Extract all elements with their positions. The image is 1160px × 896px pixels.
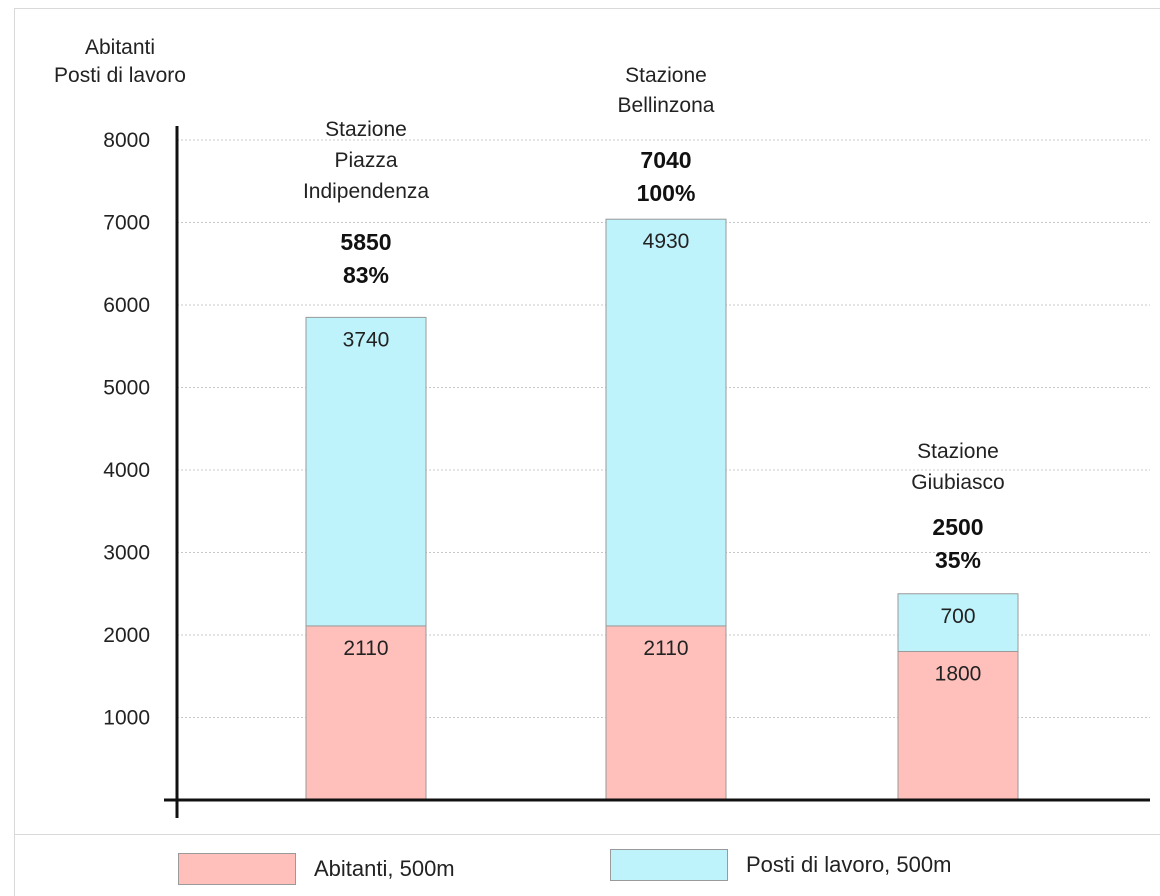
data-label: 3740 <box>343 328 390 351</box>
y-tick-label: 8000 <box>103 129 150 152</box>
y-tick-label: 6000 <box>103 294 150 317</box>
bar-segment <box>605 625 727 801</box>
percent-label: 83% <box>343 262 389 288</box>
category-label: Giubiasco <box>911 471 1004 494</box>
y-tick-label: 1000 <box>103 707 150 730</box>
data-label: 1800 <box>935 663 982 686</box>
y-tick-label: 3000 <box>103 542 150 565</box>
category-label: Stazione <box>625 64 707 87</box>
legend-swatch-posti-di-lavoro <box>610 849 728 881</box>
legend-item-posti-di-lavoro: Posti di lavoro, 500m <box>610 848 951 882</box>
chart-plot: Abitanti Posti di lavoro 1000 2000 3000 400… <box>54 36 1150 818</box>
percent-label: 35% <box>935 547 981 573</box>
total-label: 2500 <box>932 514 983 540</box>
category-label: Stazione <box>917 440 999 463</box>
legend-swatch-abitanti <box>178 853 296 885</box>
y-axis-label-line-2: Posti di lavoro <box>54 64 186 87</box>
category-label: Stazione <box>325 118 407 141</box>
legend-item-abitanti: Abitanti, 500m <box>178 852 455 886</box>
legend-label-posti-di-lavoro: Posti di lavoro, 500m <box>746 852 952 877</box>
y-tick-label: 7000 <box>103 212 150 235</box>
y-tick-label: 5000 <box>103 377 150 400</box>
data-label: 2110 <box>643 637 688 660</box>
chart-frame <box>14 8 1160 896</box>
legend-separator <box>14 834 1160 835</box>
total-label: 7040 <box>640 147 691 173</box>
legend-label-abitanti: Abitanti, 500m <box>314 856 455 881</box>
data-label: 2110 <box>343 637 388 660</box>
total-label: 5850 <box>340 229 391 255</box>
data-label: 700 <box>940 605 975 628</box>
category-label: Piazza <box>334 149 397 172</box>
bar-segment <box>305 625 427 801</box>
bar-segment <box>897 593 1019 652</box>
bar-segment <box>605 218 727 627</box>
bar-segment <box>305 316 427 627</box>
percent-label: 100% <box>637 180 696 206</box>
category-label: Indipendenza <box>303 180 429 203</box>
data-label: 4930 <box>643 230 690 253</box>
y-tick-label: 2000 <box>103 624 150 647</box>
y-tick-label: 4000 <box>103 459 150 482</box>
y-axis-label-line-1: Abitanti <box>85 36 155 59</box>
category-label: Bellinzona <box>618 94 715 117</box>
